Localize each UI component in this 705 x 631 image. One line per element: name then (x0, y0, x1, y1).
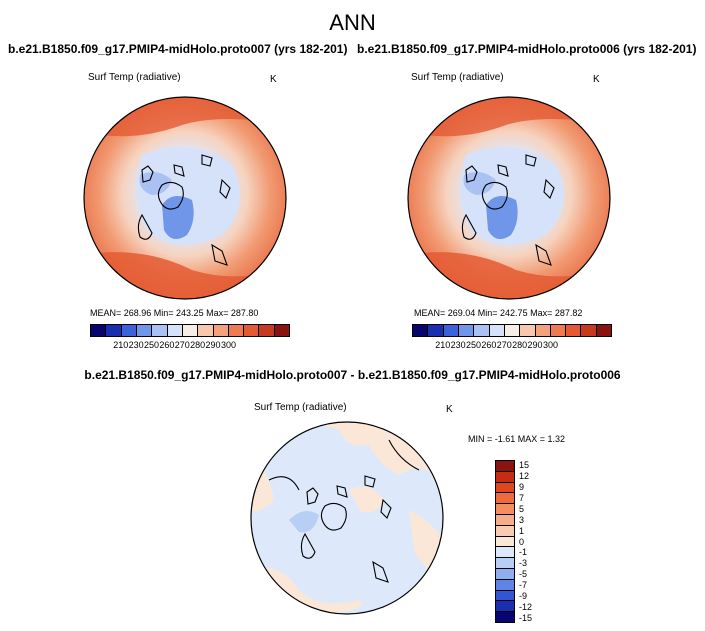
diff-polar-map (250, 421, 444, 615)
diff-colorbar-tick-label: 9 (519, 482, 525, 493)
page-title: ANN (329, 10, 376, 35)
top-right-stats: MEAN= 269.04 Min= 242.75 Max= 287.82 (414, 308, 583, 318)
diff-colorbar-tick-label: 7 (519, 493, 525, 504)
diff-colorbar-swatch (496, 514, 514, 526)
colorbar-swatch (566, 325, 582, 336)
diff-colorbar-swatch (496, 482, 514, 494)
colorbar-swatch (596, 325, 612, 336)
colorbar-tick-label: 210 (113, 340, 129, 350)
diff-colorbar-tick-label: -12 (519, 601, 533, 612)
diff-colorbar (495, 460, 515, 623)
diff-colorbar-tick-label: -5 (519, 569, 528, 580)
colorbar-tick-label: 300 (542, 340, 558, 350)
colorbar-swatch (121, 325, 137, 336)
diff-units-label: K (446, 404, 453, 415)
diff-colorbar-swatch (496, 612, 514, 622)
colorbar-swatch (274, 325, 290, 336)
colorbar-swatch (244, 325, 260, 336)
diff-colorbar-tick-label: 15 (519, 460, 530, 471)
colorbar-tick-label: 290 (527, 340, 543, 350)
diff-coastline-outlines (268, 439, 420, 583)
diff-colorbar-swatch (496, 579, 514, 591)
diff-colorbar-tick-label: -7 (519, 579, 528, 590)
diff-colorbar-swatch (496, 461, 514, 472)
colorbar-tick-label: 260 (481, 340, 497, 350)
colorbar-swatch (443, 325, 459, 336)
colorbar-swatch (91, 325, 107, 336)
diff-stats: MIN = -1.61 MAX = 1.32 (468, 434, 566, 444)
colorbar-swatch (504, 325, 521, 336)
top-right-units-label: K (593, 74, 600, 85)
colorbar-swatch (520, 325, 536, 336)
arctic-ocean-region (136, 147, 240, 245)
top-left-units-label: K (270, 74, 277, 85)
diff-colorbar-tick-label: 3 (519, 514, 525, 525)
diff-colorbar-tick-label: -9 (519, 590, 528, 601)
diff-colorbar-swatch (496, 601, 514, 613)
coastline-outlines (137, 154, 231, 266)
colorbar-swatch (535, 325, 551, 336)
colorbar-swatch (167, 325, 183, 336)
diff-colorbar-swatch (496, 471, 514, 483)
colorbar-swatch (106, 325, 122, 336)
colorbar-swatch (428, 325, 444, 336)
top-left-polar-map (83, 96, 287, 300)
colorbar-swatch (550, 325, 567, 336)
diff-colorbar-swatch (496, 558, 514, 569)
colorbar-swatch (228, 325, 245, 336)
top-left-subtitle: b.e21.B1850.f09_g17.PMIP4-midHolo.proto0… (8, 42, 348, 56)
diff-colorbar-tick-label: -3 (519, 558, 528, 569)
diff-colorbar-swatch (496, 493, 514, 505)
diff-colorbar-swatch (496, 568, 514, 580)
colorbar-tick-label: 250 (144, 340, 160, 350)
top-right-polar-map (407, 96, 611, 300)
top-left-stats: MEAN= 268.96 Min= 243.25 Max= 287.80 (90, 308, 259, 318)
colorbar-tick-label: 210 (435, 340, 451, 350)
diff-colorbar-labels: 15 12 9 7 5 3 1 0 -1 -3 -5 -7 -9 -12 -15 (519, 460, 549, 623)
diff-colorbar-swatch (496, 536, 514, 548)
diff-colorbar-swatch (496, 504, 514, 515)
colorbar-swatch (182, 325, 199, 336)
colorbar-tick-label: 280 (190, 340, 206, 350)
colorbar-swatch (259, 325, 275, 336)
colorbar-swatch (581, 325, 597, 336)
top-left-colorbar (90, 324, 290, 337)
colorbar-swatch (213, 325, 229, 336)
top-right-subtitle: b.e21.B1850.f09_g17.PMIP4-midHolo.proto0… (357, 42, 697, 56)
diff-colorbar-swatch (496, 590, 514, 602)
diff-colorbar-tick-label: -15 (519, 612, 533, 623)
colorbar-tick-label: 230 (450, 340, 466, 350)
colorbar-swatch (458, 325, 475, 336)
colorbar-tick-label: 260 (159, 340, 175, 350)
colorbar-tick-label: 250 (466, 340, 482, 350)
greenland-cold-region (162, 196, 194, 239)
diff-colorbar-tick-label: 1 (519, 525, 525, 536)
diff-colorbar-swatch (496, 547, 514, 559)
diff-colorbar-tick-label: 5 (519, 503, 525, 514)
colorbar-tick-label: 290 (205, 340, 221, 350)
diff-colorbar-tick-label: 12 (519, 471, 530, 482)
colorbar-swatch (136, 325, 153, 336)
diff-colorbar-swatch (496, 525, 514, 537)
top-left-colorbar-labels: 210 230 250 260 270 280 290 300 (90, 340, 290, 352)
colorbar-swatch (413, 325, 429, 336)
colorbar-tick-label: 270 (496, 340, 512, 350)
colorbar-swatch (152, 325, 168, 336)
top-left-variable-label: Surf Temp (radiative) (88, 72, 181, 83)
colorbar-swatch (474, 325, 490, 336)
colorbar-tick-label: 300 (220, 340, 236, 350)
top-right-variable-label: Surf Temp (radiative) (411, 72, 504, 83)
diff-colorbar-tick-label: -1 (519, 547, 528, 558)
colorbar-tick-label: 230 (128, 340, 144, 350)
colorbar-tick-label: 280 (512, 340, 528, 350)
colorbar-swatch (198, 325, 214, 336)
diff-variable-label: Surf Temp (radiative) (254, 402, 347, 413)
colorbar-swatch (489, 325, 505, 336)
top-right-colorbar (412, 324, 612, 337)
colorbar-tick-label: 270 (174, 340, 190, 350)
diff-subtitle: b.e21.B1850.f09_g17.PMIP4-midHolo.proto0… (84, 368, 621, 382)
diff-colorbar-tick-label: 0 (519, 536, 525, 547)
top-right-colorbar-labels: 210 230 250 260 270 280 290 300 (412, 340, 612, 352)
